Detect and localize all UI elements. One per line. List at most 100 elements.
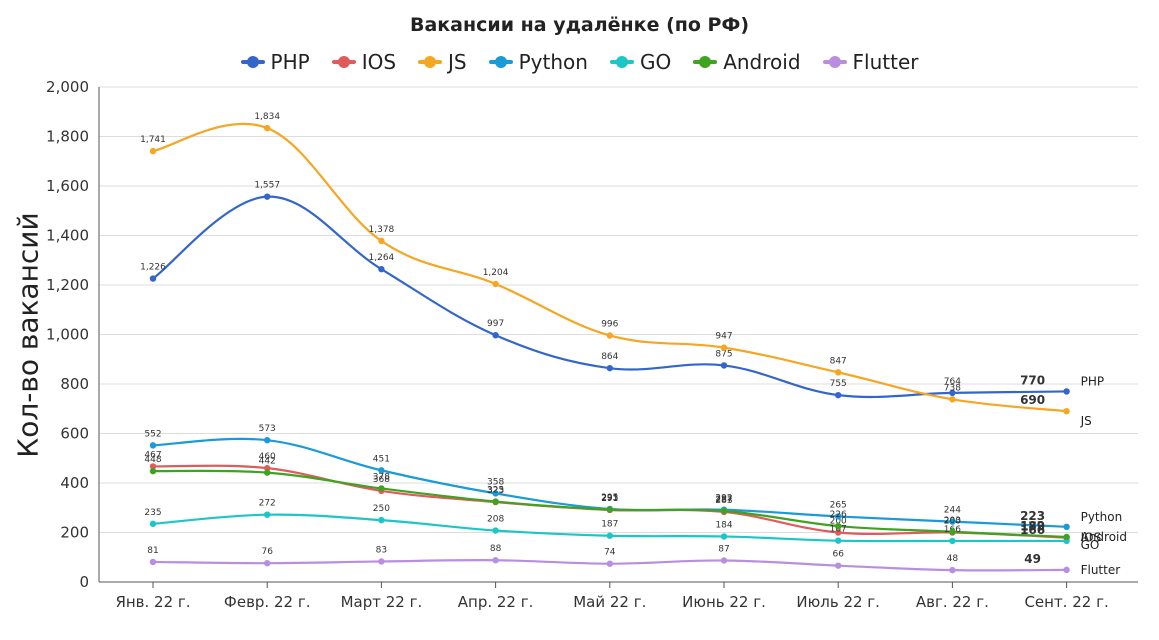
legend: PHP IOS JS Python GO Android Flutter [0, 50, 1159, 74]
data-label: 1,834 [254, 112, 280, 122]
legend-item[interactable]: PHP [240, 50, 310, 74]
data-label: 182 [1020, 519, 1045, 533]
data-label: 235 [144, 508, 161, 518]
data-label: 1,741 [140, 135, 166, 145]
data-point [149, 520, 157, 528]
x-tick-label: Март 22 г. [341, 593, 423, 611]
series-end-label: IOS [1081, 531, 1102, 545]
data-point [835, 391, 842, 399]
data-point [378, 237, 385, 245]
legend-item[interactable]: IOS [331, 50, 396, 74]
series-end-label: JS [1080, 414, 1092, 428]
x-tick-label: Авг. 22 г. [916, 593, 989, 611]
data-label: 325 [487, 486, 504, 496]
y-tick-label: 600 [60, 425, 89, 443]
data-label: 451 [373, 454, 390, 464]
y-tick-label: 1,800 [46, 128, 89, 146]
x-tick-label: Апр. 22 г. [458, 593, 534, 611]
data-point [606, 332, 613, 339]
data-label: 368 [373, 475, 390, 485]
data-label: 552 [144, 429, 161, 439]
y-tick-label: 1,400 [46, 227, 89, 245]
data-label: 378 [373, 472, 390, 482]
data-label: 467 [144, 450, 161, 460]
data-point [492, 280, 499, 288]
data-point [835, 529, 842, 536]
x-tick-label: Июль 22 г. [796, 593, 880, 611]
y-tick-label: 800 [60, 375, 89, 393]
data-point [149, 463, 157, 470]
x-tick-label: Февр. 22 г. [224, 593, 311, 611]
data-point [949, 566, 956, 574]
data-label: 208 [487, 515, 504, 525]
legend-label: Android [723, 50, 801, 74]
data-label: 1,226 [140, 263, 166, 273]
data-label: 997 [487, 319, 504, 329]
legend-item[interactable]: Python [488, 50, 588, 74]
data-point [720, 362, 728, 369]
x-tick-label: Май 22 г. [573, 593, 646, 611]
data-point [835, 562, 842, 569]
legend-item[interactable]: Flutter [822, 50, 918, 74]
data-label: 49 [1024, 552, 1041, 566]
data-label: 875 [715, 349, 732, 359]
data-label: 200 [830, 517, 847, 527]
data-label: 184 [715, 520, 732, 530]
data-point [720, 557, 728, 564]
legend-swatch [693, 55, 718, 69]
data-point [835, 513, 842, 520]
data-label: 76 [261, 547, 273, 557]
legend-swatch [331, 55, 356, 69]
data-label: 66 [832, 550, 844, 560]
x-tick-label: Сент. 22 г. [1024, 593, 1108, 611]
series-end-label: Flutter [1081, 563, 1121, 577]
data-label: 996 [601, 319, 618, 329]
series-end-label: Python [1081, 510, 1123, 524]
data-point [1063, 523, 1070, 531]
series-line [152, 195, 1067, 399]
data-label: 272 [259, 499, 276, 509]
legend-swatch [418, 55, 443, 69]
data-label: 460 [259, 452, 276, 462]
data-point [1063, 566, 1070, 574]
legend-item[interactable]: Android [693, 50, 801, 74]
series-end-label: GO [1081, 538, 1100, 552]
data-label: 442 [259, 457, 276, 467]
data-label: 244 [944, 506, 961, 516]
data-label: 847 [830, 356, 847, 366]
data-point [606, 560, 613, 567]
data-label: 265 [830, 500, 847, 510]
data-point [264, 469, 271, 476]
data-label: 1,557 [254, 181, 280, 191]
data-label: 283 [715, 496, 732, 506]
legend-item[interactable]: GO [609, 50, 672, 74]
data-point [949, 389, 956, 397]
data-point [720, 344, 728, 351]
data-label: 223 [1020, 509, 1045, 523]
data-point [378, 265, 385, 273]
data-point [720, 533, 728, 540]
legend-label: PHP [270, 50, 310, 74]
data-point [378, 485, 385, 492]
data-point [835, 537, 842, 544]
legend-item[interactable]: JS [418, 50, 467, 74]
legend-label: Python [518, 50, 588, 74]
legend-swatch [488, 55, 513, 69]
data-point [720, 507, 728, 515]
data-point [264, 436, 271, 444]
data-point [264, 193, 271, 200]
data-label: 250 [373, 504, 390, 514]
data-label: 83 [376, 545, 387, 555]
data-point [949, 537, 956, 545]
data-point [378, 467, 385, 474]
legend-label: GO [639, 50, 672, 74]
legend-swatch [609, 55, 634, 69]
data-label: 448 [144, 455, 161, 465]
data-label: 48 [947, 554, 959, 564]
data-label: 690 [1020, 393, 1045, 407]
data-label: 295 [601, 493, 618, 503]
data-label: 226 [830, 510, 847, 520]
data-point [835, 522, 842, 530]
data-label: 755 [830, 379, 847, 389]
data-point [378, 516, 385, 524]
